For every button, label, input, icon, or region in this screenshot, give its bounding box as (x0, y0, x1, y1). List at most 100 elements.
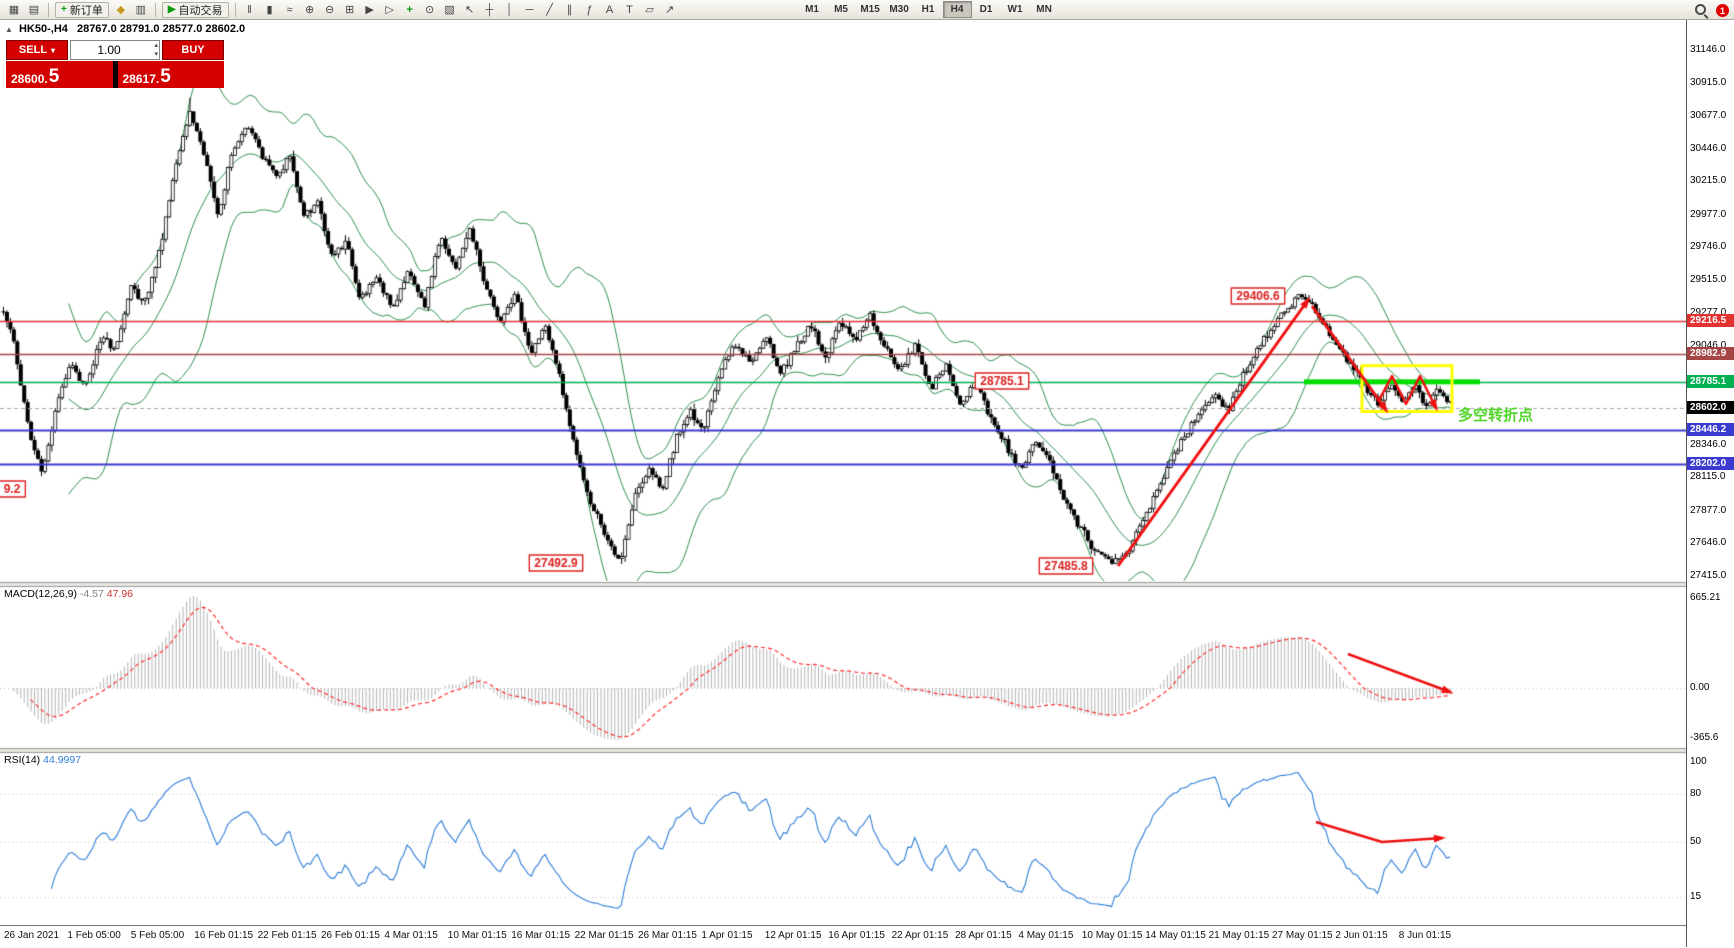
date-label: 10 Mar 01:15 (447, 930, 507, 941)
sell-price-big-digit: 5 (48, 66, 60, 87)
price-tick: 30915.0 (1690, 76, 1727, 88)
date-label: 1 Feb 05:00 (67, 930, 121, 941)
label-icon[interactable]: T (626, 3, 633, 16)
price-tick: 29746.0 (1690, 241, 1727, 253)
new-order-plus-icon: + (61, 4, 67, 15)
price-tick: 30215.0 (1690, 175, 1727, 187)
rsi-pane-label: RSI(14) 44.9997 (4, 754, 81, 766)
navigator-icon[interactable]: ◆ (116, 4, 126, 16)
macd-scale-label: 665.21 (1690, 592, 1721, 603)
price-axis[interactable]: 31146.0 30915.0 30677.0 30446.0 30215.0 29977… (1686, 20, 1734, 947)
channel-icon[interactable]: ∥ (566, 4, 573, 16)
volume-field[interactable]: 1.00 ▴ ▾ (70, 40, 160, 60)
price-tag: 29216.5 (1687, 314, 1734, 328)
price-tick: 29977.0 (1690, 208, 1727, 220)
autotrading-button[interactable]: ▶ 自动交易 (161, 1, 229, 18)
zoom-in-icon[interactable]: ⊕ (304, 4, 315, 16)
timeframe-button-m5[interactable]: M5 (834, 4, 848, 15)
toolbar-icons-a: ▦ ▤ (4, 2, 44, 18)
bar-chart-icon[interactable]: ‖ (247, 3, 252, 16)
price-tick: 28115.0 (1690, 471, 1726, 483)
price-tick: 29515.0 (1690, 273, 1727, 285)
main-toolbar: ▦ ▤ + 新订单 ◆ ▥ ▶ 自动交易 ‖ ▮ ≈ ⊕ ⊖ ⊞ ▶ ▷ + ⊙ ▧ ↖ ┼ │ ─ ╱ ∥ ƒ A T ▱… (0, 0, 1734, 20)
toolbar-icons-b: ◆ ▥ (111, 2, 151, 18)
horizontal-line-icon[interactable]: ─ (525, 3, 534, 16)
timeframe-button-d1[interactable]: D1 (979, 4, 993, 15)
date-label: 26 Feb 01:15 (321, 930, 380, 941)
timeframe-button-m15[interactable]: M15 (860, 4, 880, 15)
price-tick: 30446.0 (1690, 142, 1727, 154)
price-tag: 28982.9 (1687, 346, 1734, 360)
price-tick: 29046.0 (1690, 340, 1727, 352)
new-order-label: 新订单 (69, 4, 103, 17)
date-label: 14 May 01:15 (1145, 930, 1206, 941)
date-label: 22 Feb 01:15 (257, 930, 317, 941)
date-label: 12 Apr 01:15 (764, 930, 822, 941)
candlestick-icon[interactable]: ▮ (266, 4, 273, 16)
rsi-scale-label: 100 (1690, 756, 1707, 767)
date-label: 26 Jan 2021 (4, 930, 60, 941)
shapes-icon[interactable]: ▱ (645, 4, 654, 16)
date-label: 5 Feb 05:00 (130, 930, 185, 941)
volume-up-icon[interactable]: ▴ (154, 42, 158, 49)
sell-label: SELL (18, 44, 48, 56)
chart-header: ▲ HK50-,H4 28767.0 28791.0 28577.0 28602… (5, 23, 245, 35)
date-label: 4 Mar 01:15 (384, 930, 438, 941)
time-axis[interactable]: 26 Jan 2021 1 Feb 05:00 5 Feb 05:00 16 Feb … (0, 925, 1686, 948)
timeframe-button-m30[interactable]: M30 (889, 4, 909, 15)
price-tick: 28346.0 (1690, 438, 1727, 450)
toolbar-separator (48, 2, 49, 17)
crosshair-icon[interactable]: ┼ (485, 3, 494, 16)
trendline-icon[interactable]: ╱ (546, 4, 553, 16)
fibonacci-icon[interactable]: ƒ (586, 3, 593, 16)
price-tag: 28202.0 (1687, 457, 1734, 471)
terminal-icon[interactable]: ▥ (135, 4, 147, 16)
vertical-line-icon[interactable]: │ (506, 3, 513, 16)
sell-button[interactable]: SELL ▾ (6, 40, 68, 60)
date-label: 22 Apr 01:15 (891, 930, 949, 941)
date-label: 8 Jun 01:15 (1398, 930, 1452, 941)
symbol-marker-icon: ▲ (5, 25, 13, 34)
templates-icon[interactable]: ▧ (444, 4, 455, 16)
new-order-button[interactable]: + 新订单 (55, 1, 109, 18)
timeframe-button-w1[interactable]: W1 (1007, 4, 1023, 15)
volume-down-icon[interactable]: ▾ (154, 51, 158, 58)
date-label: 10 May 01:15 (1081, 930, 1143, 941)
search-icon[interactable] (1694, 3, 1709, 18)
sell-price[interactable]: 28600. 5 (6, 61, 113, 88)
auto-scroll-icon[interactable]: ▶ (365, 4, 374, 16)
profiles-icon[interactable]: ▤ (28, 4, 40, 16)
timeframe-button-h4[interactable]: H4 (942, 1, 972, 18)
rsi-scale-label: 80 (1690, 788, 1702, 799)
tile-windows-icon[interactable]: ⊞ (344, 4, 355, 16)
chart-shift-icon[interactable]: ▷ (385, 4, 394, 16)
price-tick: 27415.0 (1690, 570, 1727, 581)
buy-button[interactable]: BUY (162, 40, 224, 60)
periods-icon[interactable]: ⊙ (424, 4, 435, 16)
sell-price-main: 28600. (11, 72, 48, 86)
buy-price-main: 28617. (122, 72, 160, 86)
buy-price[interactable]: 28617. 5 (117, 61, 224, 88)
zoom-out-icon[interactable]: ⊖ (324, 4, 335, 16)
macd-name: MACD(12,26,9) (4, 588, 77, 600)
macd-pane-label: MACD(12,26,9) -4.57 47.96 (4, 588, 133, 600)
notification-badge[interactable]: 1 (1716, 4, 1729, 17)
timeframe-button-m1[interactable]: M1 (805, 4, 819, 15)
price-tag: 28446.2 (1687, 422, 1734, 436)
arrows-icon[interactable]: ↗ (664, 4, 675, 16)
line-chart-icon[interactable]: ≈ (286, 3, 293, 16)
price-tick: 29277.0 (1690, 307, 1727, 319)
timeframe-button-h1[interactable]: H1 (921, 4, 935, 15)
price-tag: 28602.0 (1687, 400, 1734, 414)
indicators-icon[interactable]: + (406, 3, 413, 16)
rsi-scale-label: 50 (1690, 836, 1702, 847)
chart-canvas[interactable] (0, 20, 1686, 925)
timeframe-button-mn[interactable]: MN (1036, 4, 1052, 15)
cursor-icon[interactable]: ↖ (464, 4, 475, 16)
symbol-period-label: HK50-,H4 (18, 23, 68, 35)
macd-main-value: -4.57 (79, 588, 104, 600)
new-chart-icon[interactable]: ▦ (8, 4, 20, 16)
date-label: 21 May 01:15 (1208, 930, 1270, 941)
autotrading-play-icon: ▶ (167, 4, 176, 15)
text-icon[interactable]: A (605, 3, 614, 16)
